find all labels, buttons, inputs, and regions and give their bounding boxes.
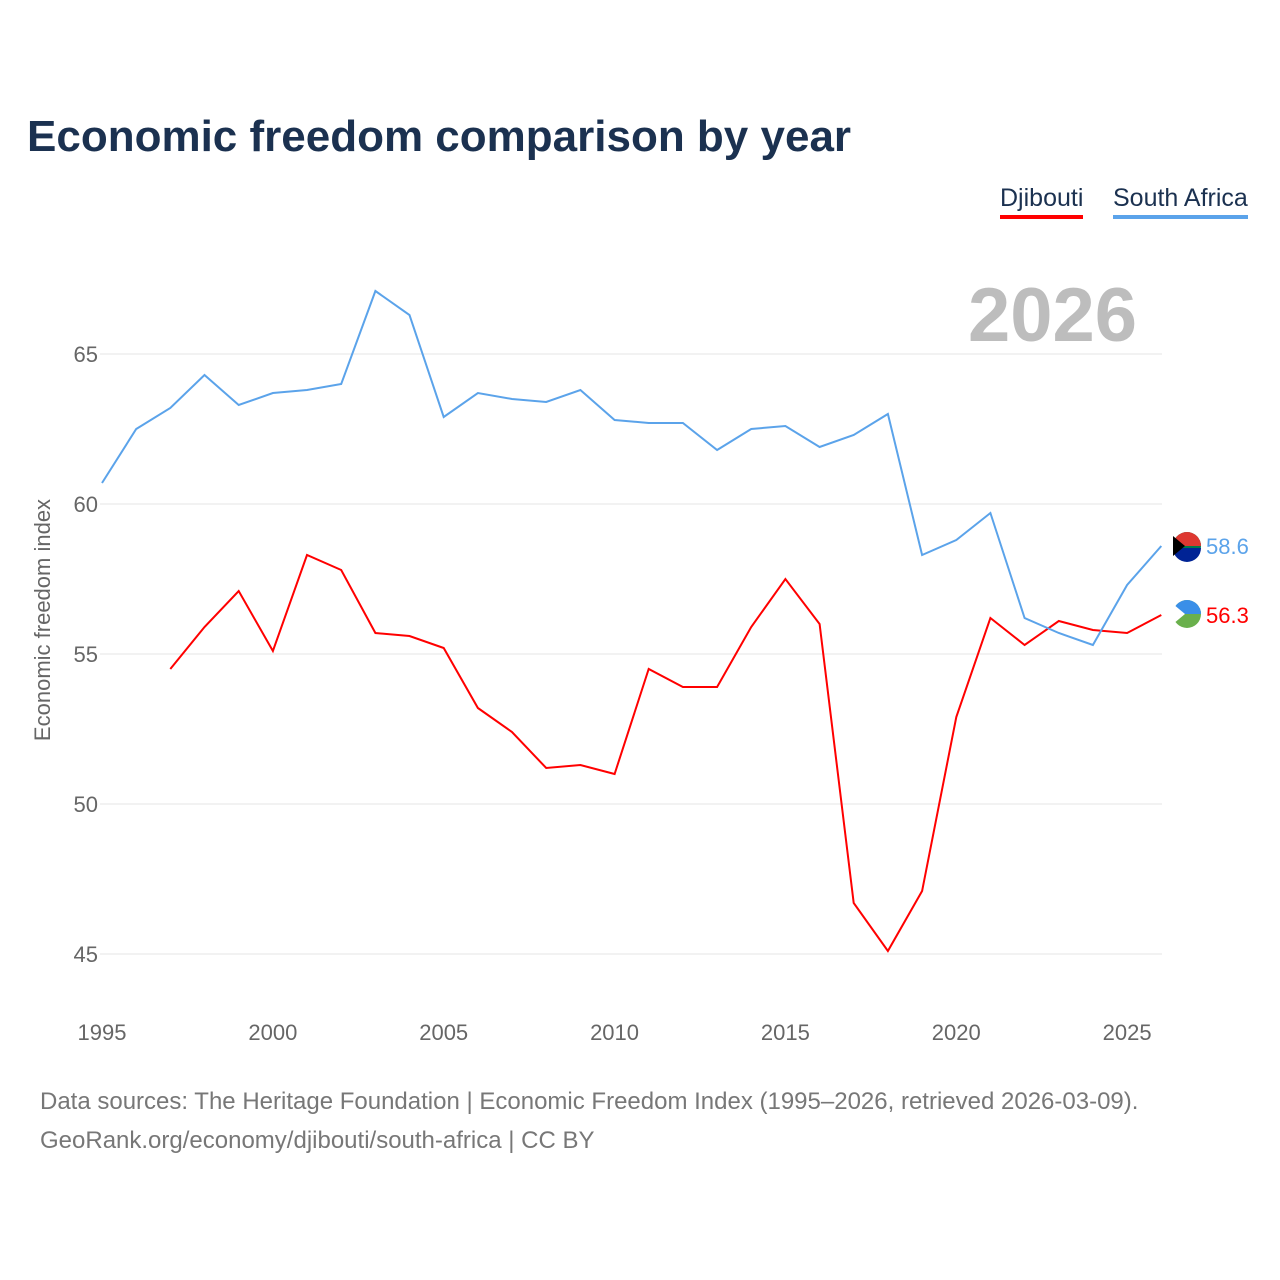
data-point — [851, 900, 857, 906]
data-point — [782, 576, 788, 582]
data-point — [304, 552, 310, 558]
flag-triangle — [1173, 604, 1185, 624]
legend-item-south-africa[interactable]: South Africa — [1113, 184, 1248, 219]
end-value-label: 56.3 — [1206, 603, 1249, 628]
data-point — [748, 624, 754, 630]
data-point — [475, 705, 481, 711]
x-tick-label: 2005 — [419, 1020, 468, 1045]
data-point — [646, 420, 652, 426]
data-point — [202, 372, 208, 378]
x-tick-label: 2020 — [932, 1020, 981, 1045]
data-point — [817, 621, 823, 627]
legend-item-djibouti[interactable]: Djibouti — [1000, 184, 1084, 219]
data-point — [407, 312, 413, 318]
data-point — [304, 387, 310, 393]
chart-title: Economic freedom comparison by year — [27, 112, 852, 161]
data-point — [338, 381, 344, 387]
y-tick-label: 45 — [74, 942, 98, 967]
data-point — [407, 633, 413, 639]
data-point — [167, 405, 173, 411]
y-tick-label: 60 — [74, 492, 98, 517]
data-point — [680, 684, 686, 690]
data-point — [270, 648, 276, 654]
current-year-label: 2026 — [968, 273, 1138, 358]
data-point — [1090, 627, 1096, 633]
data-point — [236, 588, 242, 594]
data-point — [441, 414, 447, 420]
footer-sources: Data sources: The Heritage Foundation | … — [40, 1088, 1139, 1115]
data-point — [680, 420, 686, 426]
data-point — [953, 714, 959, 720]
data-point — [919, 888, 925, 894]
data-point — [236, 402, 242, 408]
data-point — [1056, 618, 1062, 624]
data-point — [851, 432, 857, 438]
data-point — [509, 729, 515, 735]
data-point — [475, 390, 481, 396]
x-tick-label: 2015 — [761, 1020, 810, 1045]
data-point — [441, 645, 447, 651]
data-point — [782, 423, 788, 429]
y-tick-label: 65 — [74, 342, 98, 367]
data-point — [133, 426, 139, 432]
data-point — [612, 771, 618, 777]
data-point — [714, 447, 720, 453]
data-point — [646, 666, 652, 672]
data-point — [167, 666, 173, 672]
data-point — [953, 537, 959, 543]
series-line-djibouti — [169, 553, 1162, 953]
data-point — [372, 630, 378, 636]
data-point — [885, 948, 891, 954]
x-tick-label: 2010 — [590, 1020, 639, 1045]
data-point — [577, 387, 583, 393]
data-point — [1090, 642, 1096, 648]
x-tick-label: 2000 — [248, 1020, 297, 1045]
data-point — [99, 480, 105, 486]
data-point — [987, 510, 993, 516]
data-point — [1056, 630, 1062, 636]
data-point — [1124, 582, 1130, 588]
data-point — [1022, 615, 1028, 621]
data-point — [577, 762, 583, 768]
data-point — [885, 411, 891, 417]
y-tick-label: 55 — [74, 642, 98, 667]
data-point — [714, 684, 720, 690]
x-tick-label: 1995 — [78, 1020, 127, 1045]
data-point — [748, 426, 754, 432]
x-tick-label: 2025 — [1103, 1020, 1152, 1045]
data-point — [1124, 630, 1130, 636]
data-point — [543, 765, 549, 771]
data-point — [270, 390, 276, 396]
data-point — [202, 624, 208, 630]
data-point — [338, 567, 344, 573]
data-point — [612, 417, 618, 423]
data-point — [509, 396, 515, 402]
data-point — [372, 288, 378, 294]
data-point — [987, 615, 993, 621]
data-point — [1158, 612, 1164, 618]
y-axis-label: Economic freedom index — [30, 499, 55, 741]
end-value-label: 58.6 — [1206, 534, 1249, 559]
flag-triangle — [1173, 536, 1185, 556]
data-point — [919, 552, 925, 558]
y-tick-label: 50 — [74, 792, 98, 817]
series-line-south-africa — [101, 289, 1163, 647]
data-point — [817, 444, 823, 450]
data-point — [1158, 543, 1164, 549]
data-point — [1022, 642, 1028, 648]
footer-attribution: GeoRank.org/economy/djibouti/south-afric… — [40, 1127, 595, 1154]
data-point — [543, 399, 549, 405]
flag-bottom-half — [1173, 548, 1201, 562]
